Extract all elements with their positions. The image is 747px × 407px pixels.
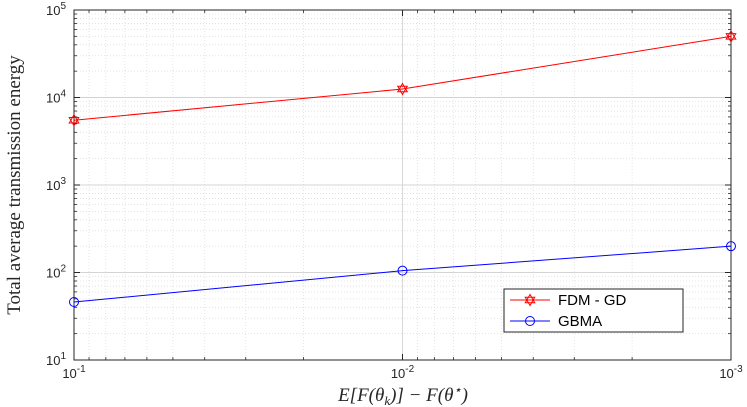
- point-gbma-2: [726, 241, 736, 252]
- x-tick-labels: 10-1 10-2 10-3: [62, 364, 743, 381]
- legend-label-fdm-gd: FDM - GD: [558, 292, 626, 309]
- y-axis-label: Total average transmission energy: [4, 55, 25, 315]
- y-tick-label-1: 102: [46, 264, 66, 281]
- legend-symbol-fdm-gd-tri-up: [524, 293, 536, 304]
- y-tick-labels: 101 102 103 104 105: [46, 1, 66, 368]
- x-tick-label-2: 10-3: [719, 364, 743, 381]
- point-fdm-gd-1: [396, 82, 409, 96]
- series-layer: [68, 29, 737, 308]
- point-fdm-gd-1-tri-up: [396, 82, 409, 93]
- y-tick-label-3: 104: [46, 89, 66, 106]
- point-gbma-0: [69, 297, 79, 308]
- series-line-gbma: [73, 245, 732, 303]
- x-tick-label-0: 10-1: [62, 364, 86, 381]
- point-fdm-gd-2-tri-up: [725, 29, 737, 40]
- y-tick-label-4: 105: [46, 1, 66, 18]
- point-fdm-gd-0-tri-up: [68, 113, 80, 124]
- point-fdm-gd-1-tri-down: [396, 85, 409, 96]
- point-gbma-1: [397, 265, 408, 276]
- x-axis-label: E[F(θk)] − F(θ⋆): [337, 382, 468, 407]
- y-tick-label-0: 101: [46, 351, 66, 368]
- legend-marker-gbma: [525, 316, 535, 326]
- axis-ticks: [73, 9, 732, 361]
- legend-marker-fdm-gd: [524, 293, 536, 307]
- legend-symbol-gbma: [525, 316, 535, 326]
- legend: FDM - GD GBMA: [503, 288, 684, 333]
- series-line-fdm-gd: [73, 35, 732, 121]
- point-fdm-gd-0-tri-down: [68, 116, 80, 127]
- legend-symbol-fdm-gd: [524, 293, 536, 307]
- y-tick-label-2: 103: [46, 176, 66, 193]
- point-fdm-gd-0: [68, 113, 80, 127]
- legend-box: [503, 288, 684, 333]
- point-fdm-gd-2-tri-down: [725, 33, 737, 43]
- legend-label-gbma: GBMA: [558, 313, 602, 330]
- x-tick-label-1: 10-2: [391, 364, 415, 381]
- point-fdm-gd-2: [725, 29, 737, 43]
- legend-symbol-fdm-gd-tri-down: [524, 296, 536, 307]
